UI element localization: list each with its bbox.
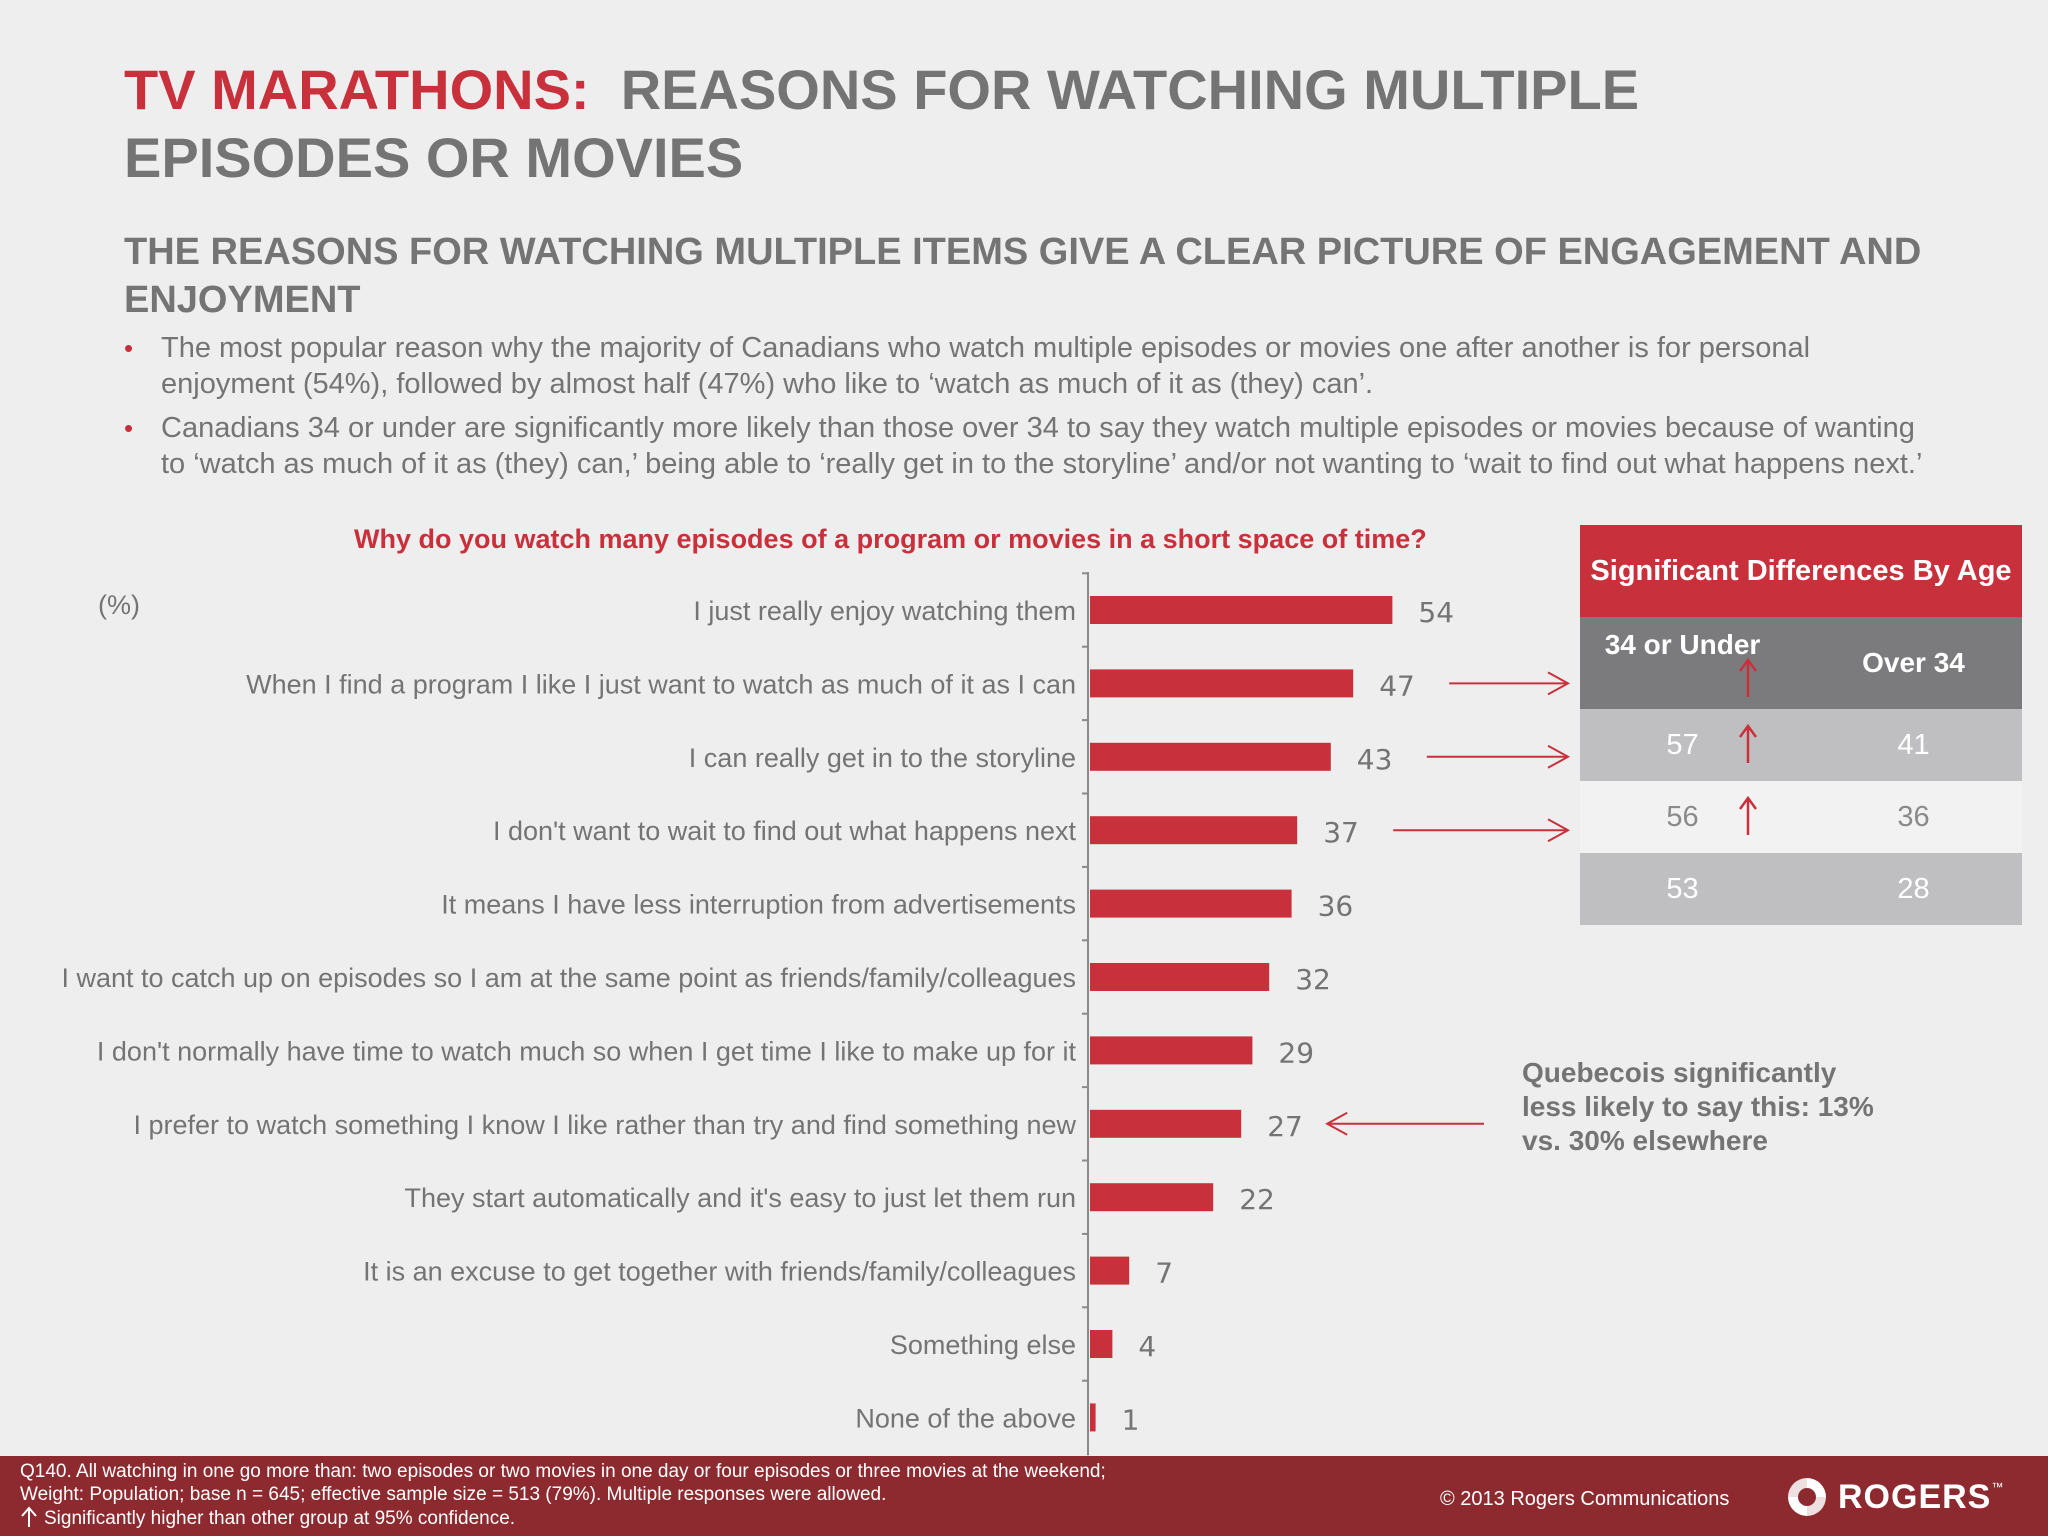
table-cell-over-34: 28 [1897, 873, 1930, 905]
up-arrow-legend-icon [21, 1506, 37, 1527]
data-label: 54 [1418, 596, 1454, 629]
bar [1090, 816, 1298, 845]
bar [1090, 669, 1354, 698]
category-label: I prefer to watch something I know I lik… [134, 1110, 1077, 1140]
trademark-mark: ™ [1991, 1480, 2004, 1494]
data-label: 43 [1357, 743, 1393, 776]
section-subtitle: THE REASONS FOR WATCHING MULTIPLE ITEMS … [124, 231, 1922, 321]
bar-chart: I just really enjoy watching them 54 When … [61, 572, 1571, 1456]
bullet-item: • Canadians 34 or under are significantly… [124, 410, 1944, 482]
title-highlight: TV MARATHONS: [124, 58, 590, 121]
bar [1090, 1403, 1096, 1432]
data-label: 47 [1379, 669, 1415, 702]
chart-unit-label: (%) [98, 590, 140, 620]
data-label: 37 [1323, 816, 1359, 849]
rogers-logo: ROGERS ™ [1784, 1472, 2003, 1522]
category-label: I don't normally have time to watch much… [97, 1036, 1077, 1066]
bar [1090, 889, 1292, 918]
table-cell-over-34: 41 [1897, 729, 1930, 761]
chart-title: Why do you watch many episodes of a prog… [354, 524, 1427, 554]
bar [1090, 1330, 1113, 1358]
column-header-34-or-under: 34 or Under [1604, 629, 1761, 660]
category-label: I want to catch up on episodes so I am a… [61, 963, 1076, 993]
significance-table-header: 34 or Under Over 34 [1580, 617, 2022, 709]
title-main: REASONS FOR WATCHING MULTIPLE EPISODES O… [124, 58, 1640, 189]
category-label: Something else [890, 1330, 1076, 1360]
data-label: 7 [1155, 1257, 1173, 1290]
category-label: When I find a program I like I just want… [246, 669, 1076, 699]
bullet-item: • The most popular reason why the majorit… [124, 330, 1944, 402]
category-label: I can really get in to the storyline [689, 743, 1076, 773]
table-cell-under-34: 53 [1666, 873, 1699, 905]
footnote-text: Q140. All watching in one go more than: … [20, 1461, 1106, 1505]
category-label: I don't want to wait to find out what ha… [493, 816, 1077, 846]
footer-bar: Q140. All watching in one go more than: … [0, 1456, 2048, 1536]
data-label: 1 [1122, 1403, 1140, 1436]
note-arrowhead [1325, 1111, 1348, 1136]
column-header-over-34: Over 34 [1862, 647, 1965, 678]
data-label: 32 [1295, 963, 1331, 996]
category-label: It is an excuse to get together with fri… [363, 1257, 1076, 1287]
data-label: 27 [1267, 1110, 1303, 1143]
rogers-swirl-icon [1788, 1478, 1826, 1516]
copyright: © 2013 Rogers Communications [1440, 1488, 1730, 1510]
bar [1090, 1036, 1253, 1065]
category-label: It means I have less interruption from a… [441, 890, 1076, 920]
bullet-list: • The most popular reason why the majorit… [124, 330, 1944, 490]
up-arrow-icon [1738, 795, 1758, 835]
bar [1090, 963, 1270, 991]
page-title: TV MARATHONS: REASONS FOR WATCHING MULTI… [124, 56, 1824, 192]
bar [1090, 1256, 1130, 1285]
bar [1090, 596, 1393, 624]
category-label: None of the above [855, 1403, 1076, 1433]
logo-text: ROGERS [1838, 1477, 1992, 1516]
footnote: Q140. All watching in one go more than: … [20, 1460, 1120, 1530]
bullet-dot-icon: • [124, 413, 134, 443]
quebec-note: Quebecois significantly less likely to s… [1522, 1057, 1874, 1156]
data-label: 29 [1278, 1036, 1314, 1069]
category-label: I just really enjoy watching them [693, 596, 1076, 626]
table-cell-over-34: 36 [1897, 801, 1930, 833]
pointer-arrowhead [1547, 671, 1571, 696]
data-label: 36 [1318, 890, 1354, 923]
table-row: 57 41 [1580, 709, 2022, 781]
significance-table-title: Significant Differences By Age [1580, 525, 2022, 617]
bullet-text: The most popular reason why the majority… [161, 332, 1811, 400]
data-label: 22 [1239, 1183, 1275, 1216]
significance-table: Significant Differences By Age 34 or Und… [1580, 525, 2022, 925]
bar [1090, 1109, 1242, 1138]
up-arrow-icon [1738, 657, 1758, 697]
bullet-text: Canadians 34 or under are significantly … [161, 412, 1923, 480]
table-row: 56 36 [1580, 781, 2022, 853]
table-cell-under-34: 56 [1666, 801, 1699, 833]
pointer-arrowhead [1547, 818, 1571, 843]
up-arrow-icon [1738, 723, 1758, 763]
bar [1090, 742, 1331, 771]
bullet-dot-icon: • [124, 333, 134, 363]
category-label: They start automatically and it's easy t… [405, 1183, 1076, 1213]
table-row: 53 28 [1580, 853, 2022, 925]
pointer-arrowhead [1547, 744, 1571, 769]
bar [1090, 1183, 1214, 1212]
legend-text: Significantly higher than other group at… [44, 1508, 516, 1529]
table-cell-under-34: 57 [1666, 729, 1699, 761]
data-label: 4 [1138, 1330, 1156, 1363]
